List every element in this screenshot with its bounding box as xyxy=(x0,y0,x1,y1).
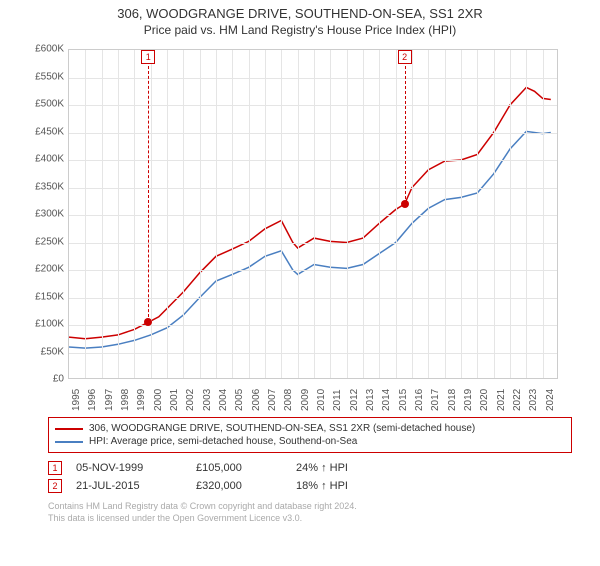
transaction-hpi-delta: 24% ↑ HPI xyxy=(296,462,396,474)
x-tick-label: 2024 xyxy=(545,389,556,411)
x-tick-label: 2000 xyxy=(153,389,164,411)
y-tick-label: £250K xyxy=(35,236,64,247)
x-tick-label: 2005 xyxy=(234,389,245,411)
x-tick-label: 2006 xyxy=(251,389,262,411)
transaction-marker-ref: 2 xyxy=(48,479,62,493)
footer-attribution: Contains HM Land Registry data © Crown c… xyxy=(48,501,600,524)
transaction-price: £105,000 xyxy=(196,462,296,474)
y-axis-labels: £0£50K£100K£150K£200K£250K£300K£350K£400… xyxy=(20,49,66,379)
y-tick-label: £400K xyxy=(35,154,64,165)
y-tick-label: £600K xyxy=(35,44,64,55)
marker-dot xyxy=(401,200,409,208)
chart-subtitle: Price paid vs. HM Land Registry's House … xyxy=(0,23,600,37)
legend-label: 306, WOODGRANGE DRIVE, SOUTHEND-ON-SEA, … xyxy=(89,423,475,434)
x-tick-label: 2016 xyxy=(414,389,425,411)
legend-item: HPI: Average price, semi-detached house,… xyxy=(55,435,565,448)
x-tick-label: 2017 xyxy=(430,389,441,411)
marker-box: 2 xyxy=(398,50,412,64)
y-tick-label: £350K xyxy=(35,181,64,192)
x-tick-label: 2009 xyxy=(300,389,311,411)
y-tick-label: £0 xyxy=(53,374,64,385)
footer-line-2: This data is licensed under the Open Gov… xyxy=(48,513,600,525)
chart-area: £0 £50K £100K £150K £200K £250K £300K £350K £400… xyxy=(20,41,580,411)
chart-container: 306, WOODGRANGE DRIVE, SOUTHEND-ON-SEA, … xyxy=(0,6,600,566)
x-tick-label: 2003 xyxy=(202,389,213,411)
legend-label: HPI: Average price, semi-detached house,… xyxy=(89,436,357,447)
y-tick-label: £300K xyxy=(35,209,64,220)
marker-dot xyxy=(144,318,152,326)
transaction-hpi-delta: 18% ↑ HPI xyxy=(296,480,396,492)
transaction-marker-ref: 1 xyxy=(48,461,62,475)
transaction-date: 05-NOV-1999 xyxy=(76,462,196,474)
x-tick-label: 2022 xyxy=(512,389,523,411)
x-tick-label: 1999 xyxy=(136,389,147,411)
x-tick-label: 2023 xyxy=(528,389,539,411)
series-line xyxy=(69,87,551,338)
x-tick-label: 2001 xyxy=(169,389,180,411)
y-tick-label: £150K xyxy=(35,291,64,302)
x-tick-label: 2002 xyxy=(185,389,196,411)
y-tick-label: £450K xyxy=(35,126,64,137)
x-tick-label: 2015 xyxy=(398,389,409,411)
x-tick-label: 2014 xyxy=(381,389,392,411)
x-tick-label: 2018 xyxy=(447,389,458,411)
legend: 306, WOODGRANGE DRIVE, SOUTHEND-ON-SEA, … xyxy=(48,417,572,453)
transaction-row: 2 21-JUL-2015£320,00018% ↑ HPI xyxy=(48,477,600,495)
x-tick-label: 1997 xyxy=(104,389,115,411)
y-tick-label: £100K xyxy=(35,319,64,330)
marker-line xyxy=(405,66,406,204)
x-tick-label: 2020 xyxy=(479,389,490,411)
chart-title: 306, WOODGRANGE DRIVE, SOUTHEND-ON-SEA, … xyxy=(0,6,600,21)
footer-line-1: Contains HM Land Registry data © Crown c… xyxy=(48,501,600,513)
legend-item: 306, WOODGRANGE DRIVE, SOUTHEND-ON-SEA, … xyxy=(55,422,565,435)
x-tick-label: 2013 xyxy=(365,389,376,411)
x-tick-label: 2012 xyxy=(349,389,360,411)
x-tick-label: 1996 xyxy=(87,389,98,411)
y-tick-label: £50K xyxy=(41,346,64,357)
legend-swatch xyxy=(55,428,83,430)
x-tick-label: 2019 xyxy=(463,389,474,411)
x-tick-label: 2011 xyxy=(332,389,343,411)
legend-swatch xyxy=(55,441,83,443)
y-tick-label: £500K xyxy=(35,99,64,110)
transactions-table: 1 05-NOV-1999£105,00024% ↑ HPI 2 21-JUL-201… xyxy=(48,459,600,495)
x-tick-label: 2010 xyxy=(316,389,327,411)
y-tick-label: £200K xyxy=(35,264,64,275)
transaction-price: £320,000 xyxy=(196,480,296,492)
marker-line xyxy=(148,66,149,322)
x-axis-labels: 1995 1996 1997 1998 1999 2000 2001 2002 2003 2004… xyxy=(68,383,558,411)
transaction-date: 21-JUL-2015 xyxy=(76,480,196,492)
x-tick-label: 1998 xyxy=(120,389,131,411)
transaction-row: 1 05-NOV-1999£105,00024% ↑ HPI xyxy=(48,459,600,477)
x-tick-label: 2008 xyxy=(283,389,294,411)
x-tick-label: 2021 xyxy=(496,389,507,411)
x-tick-label: 2007 xyxy=(267,389,278,411)
x-tick-label: 2004 xyxy=(218,389,229,411)
marker-box: 1 xyxy=(141,50,155,64)
plot-area: 12 xyxy=(68,49,558,379)
x-tick-label: 1995 xyxy=(71,389,82,411)
y-tick-label: £550K xyxy=(35,71,64,82)
